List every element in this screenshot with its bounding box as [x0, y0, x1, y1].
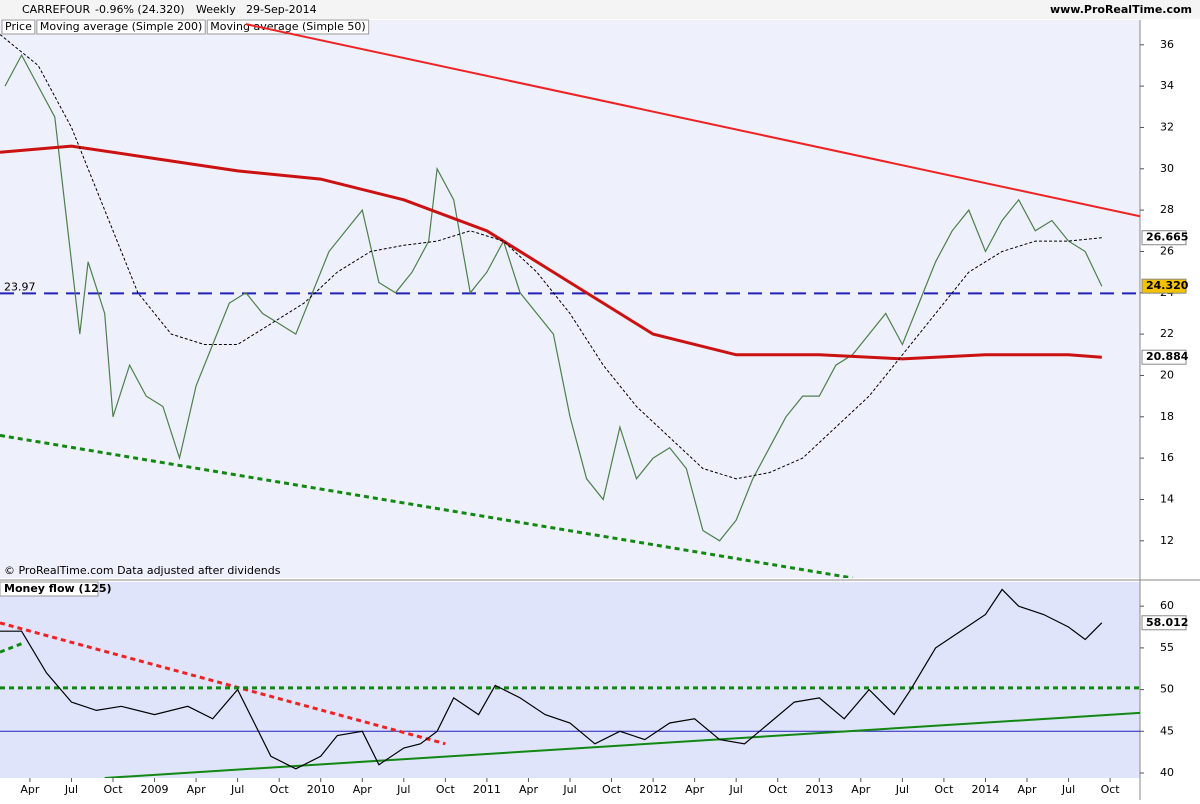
- x-tick-label: Oct: [270, 783, 290, 796]
- x-tick-label: Oct: [768, 783, 788, 796]
- y-tick-label: 34: [1160, 79, 1174, 92]
- y-tick-label: 12: [1160, 534, 1174, 547]
- series-line: [0, 34, 1102, 480]
- x-tick-label: Apr: [1017, 783, 1037, 796]
- axis-value-label: 58.012: [1146, 616, 1188, 629]
- y-tick-label: 18: [1160, 410, 1174, 423]
- x-tick-label: Jul: [230, 783, 244, 796]
- mf-title: Money flow (125): [4, 582, 112, 595]
- x-tick-label: Apr: [519, 783, 539, 796]
- mf-title-box: [0, 581, 99, 597]
- y-tick-label: 20: [1160, 368, 1174, 381]
- series-line: [0, 588, 1103, 770]
- trendline: [0, 621, 446, 746]
- period: Weekly: [196, 3, 236, 16]
- x-tick-label: 2011: [473, 783, 501, 796]
- axis-value-label: 24.320: [1146, 279, 1189, 292]
- x-tick-label: Apr: [851, 783, 871, 796]
- y-tick-label: 16: [1160, 451, 1174, 464]
- axis-value-box: [1141, 349, 1187, 365]
- site: www.ProRealTime.com: [1050, 3, 1192, 16]
- x-tick-label: 2012: [639, 783, 667, 796]
- x-tick-label: Jul: [562, 783, 576, 796]
- x-tick-label: 2013: [805, 783, 833, 796]
- x-tick-label: Apr: [20, 783, 40, 796]
- axis-value-box: [1141, 278, 1187, 294]
- series-line: [0, 144, 1102, 361]
- trendline: [245, 23, 1140, 218]
- x-tick-label: Oct: [436, 783, 456, 796]
- y-tick-label: 14: [1160, 492, 1174, 505]
- y-tick-label: 50: [1160, 683, 1174, 696]
- axis-value-label: 20.884: [1146, 350, 1189, 363]
- date: 29-Sep-2014: [246, 3, 317, 16]
- symbol: CARREFOUR: [22, 3, 90, 16]
- y-tick-label: 55: [1160, 641, 1174, 654]
- y-tick-label: 28: [1160, 203, 1174, 216]
- y-tick-label: 26: [1160, 244, 1174, 257]
- x-tick-label: Jul: [396, 783, 410, 796]
- x-tick-label: Jul: [895, 783, 909, 796]
- x-tick-label: Apr: [685, 783, 705, 796]
- x-tick-label: 2014: [971, 783, 999, 796]
- x-tick-label: Apr: [353, 783, 373, 796]
- change: -0.96% (24.320): [95, 3, 184, 16]
- header-bar: [0, 0, 1200, 19]
- legend-entry: Moving average (Simple 200): [40, 20, 202, 33]
- footer: © ProRealTime.com Data adjusted after di…: [4, 564, 281, 577]
- legend-box: [36, 19, 206, 35]
- x-tick-label: Apr: [187, 783, 207, 796]
- x-tick-label: Jul: [1061, 783, 1075, 796]
- trendline: [0, 642, 23, 654]
- trendline: [0, 433, 853, 578]
- legend-box: [1, 19, 36, 35]
- y-tick-label: 40: [1160, 766, 1174, 779]
- money-flow-panel: [0, 582, 1140, 778]
- horizontal-line-label: 23.97: [4, 280, 36, 293]
- x-tick-label: Oct: [1101, 783, 1121, 796]
- y-tick-label: 32: [1160, 120, 1174, 133]
- x-tick-label: Oct: [602, 783, 622, 796]
- axis-value-box: [1141, 230, 1187, 246]
- legend-entry: Price: [5, 20, 32, 33]
- x-tick-label: 2010: [307, 783, 335, 796]
- x-tick-label: Jul: [64, 783, 78, 796]
- y-tick-label: 45: [1160, 724, 1174, 737]
- y-tick-label: 60: [1160, 599, 1174, 612]
- axis-value-box: [1141, 615, 1187, 631]
- y-tick-label: 22: [1160, 327, 1174, 340]
- x-tick-label: Oct: [934, 783, 954, 796]
- x-tick-label: Jul: [729, 783, 743, 796]
- axis-value-label: 26.665: [1146, 231, 1188, 244]
- y-tick-label: 36: [1160, 38, 1174, 51]
- price-panel: [0, 20, 1140, 578]
- x-tick-label: Oct: [103, 783, 123, 796]
- x-tick-label: 2009: [141, 783, 169, 796]
- series-line: [4, 53, 1103, 542]
- y-tick-label: 30: [1160, 162, 1174, 175]
- trendline: [104, 711, 1140, 778]
- legend-entry: Moving average (Simple 50): [210, 20, 365, 33]
